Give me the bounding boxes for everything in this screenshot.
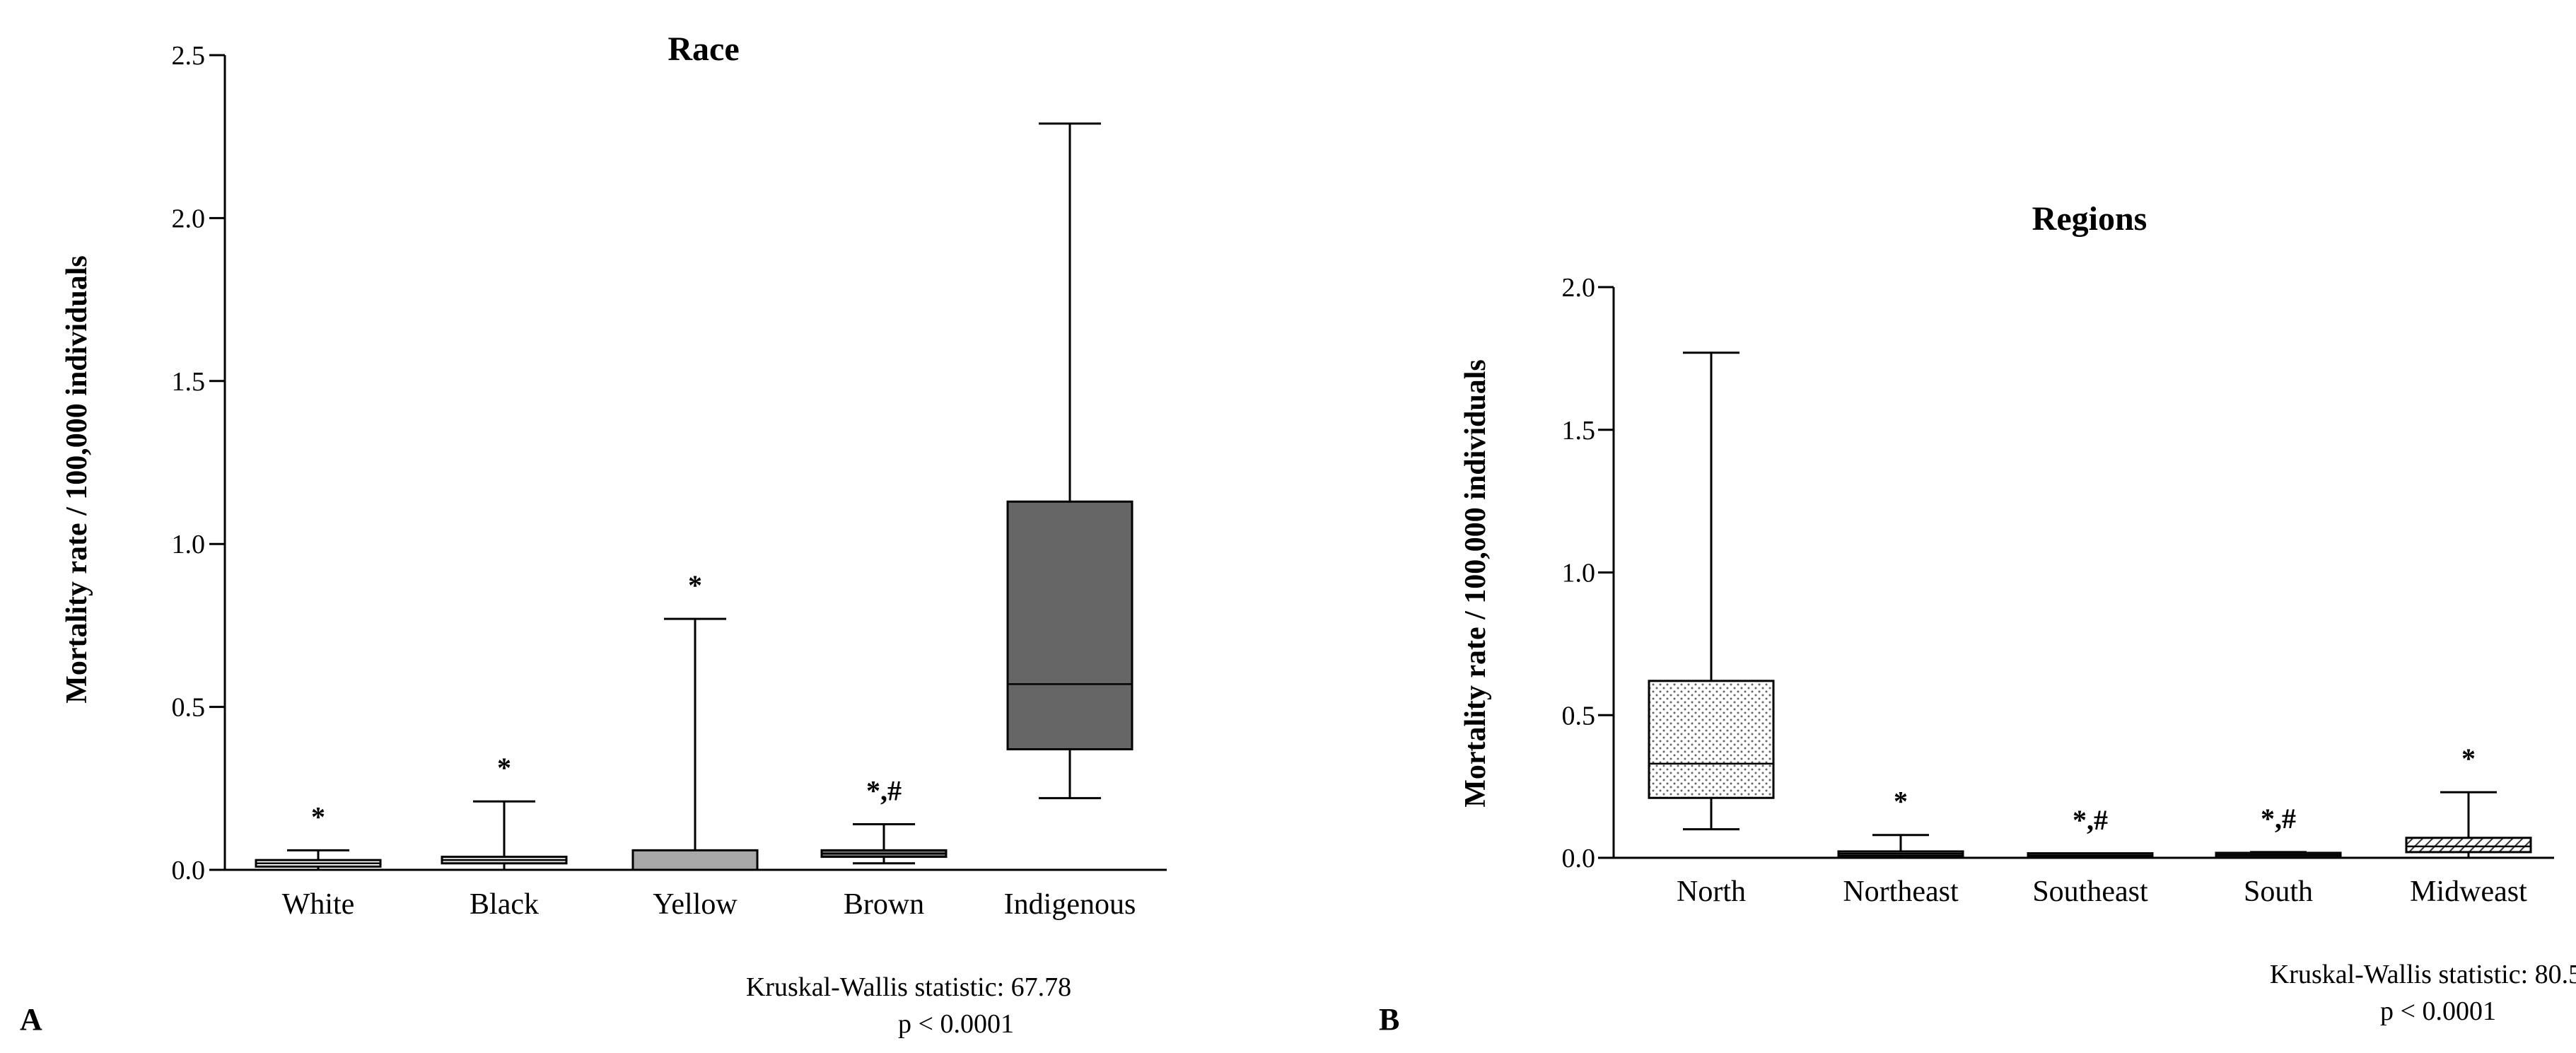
p-value-race: p < 0.0001 xyxy=(898,1009,1014,1039)
significance-marker: * xyxy=(311,801,325,832)
significance-marker: *,# xyxy=(866,774,902,806)
y-axis-label-race: Mortality rate / 100,000 individuals xyxy=(61,255,93,704)
box-yellow: * xyxy=(631,569,759,871)
category-label: Southeast xyxy=(2032,875,2148,908)
category-label: White xyxy=(282,888,355,921)
category-label: Yellow xyxy=(653,888,738,921)
y-tick-label: 0.5 xyxy=(1562,701,1596,731)
box-rect xyxy=(1648,680,1775,799)
box-brown: *,# xyxy=(820,774,948,865)
y-tick-label: 0.0 xyxy=(172,856,206,885)
panel-regions: Regions Mortality rate / 100,000 individ… xyxy=(1379,200,2576,1037)
significance-marker: * xyxy=(688,569,702,601)
y-tick-label: 0.5 xyxy=(172,693,206,723)
category-label: Midweast xyxy=(2410,875,2527,908)
category-label: Brown xyxy=(844,888,924,921)
box-rect xyxy=(1006,500,1133,751)
box-indigenous xyxy=(1006,122,1133,800)
kruskal-wallis-statistic-race: Kruskal-Wallis statistic: 67.78 xyxy=(746,972,1071,1002)
y-tick-label: 2.0 xyxy=(172,204,206,233)
kruskal-wallis-statistic-regions: Kruskal-Wallis statistic: 80.57 xyxy=(2270,960,2576,989)
category-label: North xyxy=(1677,875,1746,908)
box-south: *,# xyxy=(2215,803,2342,859)
category-label: Northeast xyxy=(1843,875,1959,908)
significance-marker: * xyxy=(2461,743,2476,774)
significance-marker: * xyxy=(497,752,511,784)
panel-letter-a: A xyxy=(20,1002,42,1037)
y-tick-label: 2.5 xyxy=(172,41,206,71)
box-black: * xyxy=(441,752,568,871)
p-value-regions: p < 0.0001 xyxy=(2380,996,2496,1026)
y-tick-label: 0.0 xyxy=(1562,844,1596,873)
box-white: * xyxy=(255,801,382,871)
category-label: Indigenous xyxy=(1004,888,1136,921)
y-tick-label: 1.5 xyxy=(1562,416,1596,446)
y-tick-label: 1.0 xyxy=(1562,559,1596,588)
box-southeast: *,# xyxy=(2027,804,2154,859)
y-tick-label: 1.5 xyxy=(172,367,206,397)
chart-title-regions: Regions xyxy=(2032,200,2147,238)
significance-marker: *,# xyxy=(2073,804,2108,836)
box-north xyxy=(1648,351,1775,831)
box-northeast: * xyxy=(1837,786,1964,859)
significance-marker: *,# xyxy=(2261,803,2296,834)
y-tick-label: 2.0 xyxy=(1562,273,1596,303)
panel-race: Race Mortality rate / 100,000 individual… xyxy=(20,30,1167,1039)
box-rect xyxy=(631,849,759,871)
significance-marker: * xyxy=(1894,786,1908,818)
category-label: South xyxy=(2244,875,2313,908)
chart-title-race: Race xyxy=(668,30,739,68)
box-midweast: * xyxy=(2405,743,2532,859)
category-label: Black xyxy=(470,888,539,921)
panel-letter-b: B xyxy=(1379,1002,1399,1037)
box-rect xyxy=(2405,837,2532,854)
y-axis-label-regions: Mortality rate / 100,000 individuals xyxy=(1459,359,1492,808)
y-tick-label: 1.0 xyxy=(172,530,206,559)
